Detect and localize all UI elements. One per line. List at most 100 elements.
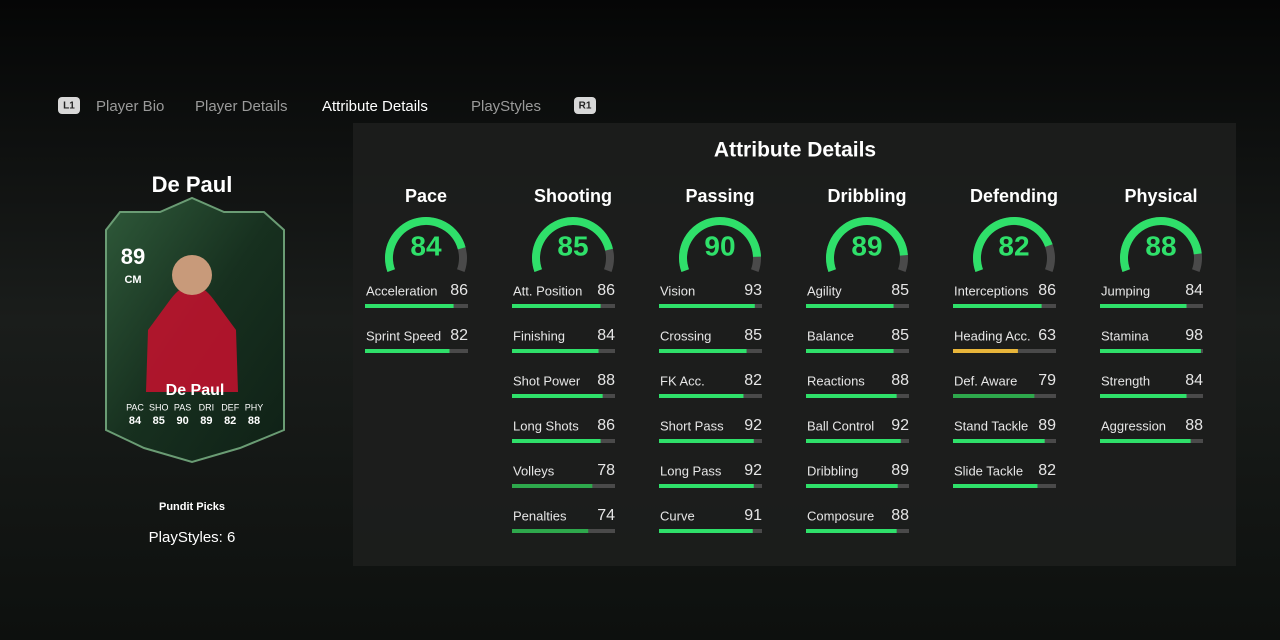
attribute-value: 98 xyxy=(1185,327,1203,344)
attribute-value: 88 xyxy=(891,507,909,524)
attribute-value: 92 xyxy=(891,417,909,434)
card-stat-label: PHY xyxy=(245,402,264,412)
card-stat-value: 84 xyxy=(129,415,142,427)
attribute-name: Slide Tackle xyxy=(954,463,1023,478)
panel-title: Attribute Details xyxy=(714,139,876,162)
attribute-name: Stand Tackle xyxy=(954,418,1028,433)
player-image xyxy=(146,285,238,392)
attribute-name: Reactions xyxy=(807,373,865,388)
attribute-bar xyxy=(806,484,898,488)
attribute-value: 85 xyxy=(744,327,762,344)
attribute-value: 84 xyxy=(597,327,615,344)
attribute-value: 92 xyxy=(744,417,762,434)
attribute-bar xyxy=(1100,349,1201,353)
category-name: Defending xyxy=(970,186,1058,206)
attribute-name: Acceleration xyxy=(366,283,438,298)
attribute-name: Stamina xyxy=(1101,328,1149,343)
attribute-bar xyxy=(953,439,1045,443)
card-name: De Paul xyxy=(166,382,225,399)
category-name: Passing xyxy=(685,186,754,206)
attribute-name: Interceptions xyxy=(954,283,1029,298)
attribute-value: 88 xyxy=(891,372,909,389)
attribute-name: Long Shots xyxy=(513,418,579,433)
attribute-bar xyxy=(806,349,894,353)
card-stat-value: 82 xyxy=(224,415,236,427)
category-name: Physical xyxy=(1124,186,1197,206)
attribute-value: 63 xyxy=(1038,327,1056,344)
attribute-bar xyxy=(953,484,1038,488)
card-stat-label: PAC xyxy=(126,402,144,412)
gauge-fill xyxy=(532,217,613,273)
attribute-bar xyxy=(659,439,754,443)
attribute-bar xyxy=(1100,394,1187,398)
attribute-value: 93 xyxy=(744,282,762,299)
attribute-value: 89 xyxy=(891,462,909,479)
card-stat-label: SHO xyxy=(149,402,169,412)
attribute-value: 82 xyxy=(450,327,468,344)
attribute-name: Heading Acc. xyxy=(954,328,1031,343)
attribute-value: 86 xyxy=(450,282,468,299)
attribute-bar xyxy=(659,349,747,353)
attribute-value: 82 xyxy=(1038,462,1056,479)
attribute-name: Def. Aware xyxy=(954,373,1017,388)
card-position: CM xyxy=(124,274,141,286)
card-stat-label: DRI xyxy=(199,402,215,412)
l1-label: L1 xyxy=(63,101,75,112)
attribute-bar xyxy=(953,304,1042,308)
category-value: 82 xyxy=(998,230,1029,261)
category-name: Pace xyxy=(405,186,447,206)
attribute-bar xyxy=(512,304,601,308)
attribute-value: 88 xyxy=(597,372,615,389)
gauge-fill xyxy=(973,217,1053,273)
attribute-value: 84 xyxy=(1185,282,1203,299)
attribute-name: Ball Control xyxy=(807,418,874,433)
attribute-bar xyxy=(1100,439,1191,443)
category-value: 90 xyxy=(704,230,735,261)
attribute-name: Shot Power xyxy=(513,373,581,388)
attribute-bar xyxy=(512,394,603,398)
r1-label: R1 xyxy=(579,101,592,112)
category-value: 85 xyxy=(557,230,588,261)
attribute-value: 91 xyxy=(744,507,762,524)
card-rating: 89 xyxy=(121,244,145,269)
attribute-value: 86 xyxy=(1038,282,1056,299)
panel xyxy=(353,123,1236,566)
attribute-name: Aggression xyxy=(1101,418,1166,433)
card-stat-value: 85 xyxy=(153,415,165,427)
tab[interactable]: Player Details xyxy=(195,98,288,115)
gauge-fill xyxy=(826,217,908,273)
card-stats: PAC 84 SHO 85 PAS 90 DRI 89 DEF 82 PHY 88 xyxy=(126,402,263,427)
attribute-value: 86 xyxy=(597,282,615,299)
category-value: 84 xyxy=(410,230,442,261)
attribute-bar xyxy=(1100,304,1187,308)
player-head xyxy=(172,255,212,295)
attribute-name: Jumping xyxy=(1101,283,1150,298)
attribute-name: Finishing xyxy=(513,328,565,343)
tab[interactable]: Player Bio xyxy=(96,98,164,115)
attribute-name: Dribbling xyxy=(807,463,858,478)
gauge-fill xyxy=(1120,217,1202,273)
attribute-bar xyxy=(659,394,744,398)
attribute-name: Curve xyxy=(660,508,695,523)
attribute-bar xyxy=(659,529,753,533)
attribute-value: 84 xyxy=(1185,372,1203,389)
tab[interactable]: PlayStyles xyxy=(471,98,541,115)
attribute-value: 92 xyxy=(744,462,762,479)
playstyles-count: PlayStyles: 6 xyxy=(149,529,236,546)
attribute-bar xyxy=(512,439,601,443)
l1-badge[interactable] xyxy=(58,97,80,114)
attribute-name: Agility xyxy=(807,283,842,298)
attribute-name: Composure xyxy=(807,508,874,523)
attribute-bar xyxy=(365,349,450,353)
player-name: De Paul xyxy=(152,172,233,197)
attribute-bar xyxy=(659,484,754,488)
card-stat-label: DEF xyxy=(221,402,240,412)
attribute-name: Vision xyxy=(660,283,695,298)
category-value: 88 xyxy=(1145,230,1176,261)
card-stat-value: 88 xyxy=(248,415,260,427)
tab-active[interactable]: Attribute Details xyxy=(322,98,428,115)
card-stat-label: PAS xyxy=(174,402,191,412)
attribute-bar xyxy=(806,439,901,443)
r1-badge[interactable] xyxy=(574,97,596,114)
